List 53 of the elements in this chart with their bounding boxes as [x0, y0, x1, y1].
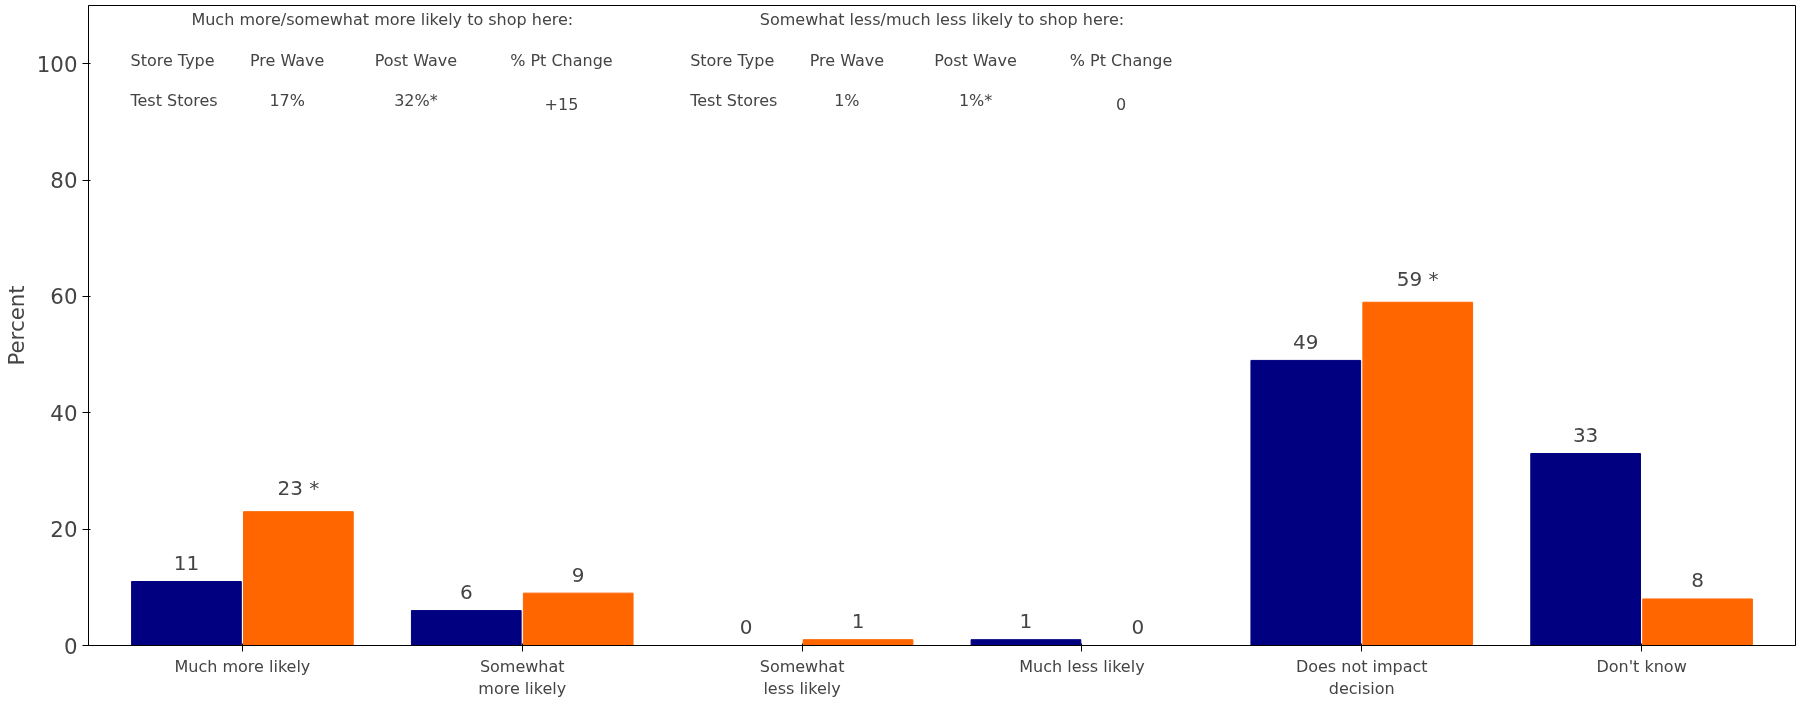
bar [410, 610, 522, 646]
bar [243, 511, 354, 646]
bar [970, 639, 1082, 646]
bar [1362, 301, 1474, 646]
data-label: 1 [1019, 609, 1033, 634]
annotation: 1% [834, 91, 860, 111]
annotation: Test Stores [689, 91, 778, 111]
data-label: 11 [173, 550, 200, 575]
y-tick-label: 100 [36, 51, 78, 77]
data-label: 33 [1572, 422, 1599, 447]
y-tick-label: 20 [50, 517, 78, 543]
annotation: Pre Wave [249, 50, 325, 70]
y-tick-label: 0 [63, 633, 78, 659]
annotation: Post Wave [374, 50, 458, 70]
annotation: 1%* [958, 91, 993, 111]
annotation: % Pt Change [510, 50, 613, 70]
bar [1642, 598, 1753, 646]
y-tick-label: 80 [50, 168, 78, 194]
annotation: Store Type [130, 50, 215, 70]
annotation: Post Wave [934, 50, 1017, 70]
bar [802, 639, 914, 646]
bar [522, 592, 634, 646]
annotation: Pre Wave [809, 50, 885, 70]
data-label: 6 [459, 579, 473, 604]
data-label: 0 [739, 614, 753, 639]
annotation: Test Stores [129, 91, 218, 111]
data-label: 0 [1131, 614, 1145, 639]
data-label: 1 [851, 609, 865, 634]
data-label: 23 * [277, 476, 320, 501]
annotation: 32%* [394, 91, 438, 111]
y-tick-label: 40 [50, 400, 78, 426]
x-tick-label: Somewhat less likely [759, 656, 845, 699]
data-label: 59 * [1396, 266, 1439, 291]
annotation: 17% [269, 91, 305, 111]
annotation: Somewhat less/much less likely to shop here: [759, 9, 1125, 29]
y-tick-label: 60 [50, 284, 78, 310]
annotation: +15 [544, 95, 579, 115]
x-tick-label: Don't know [1596, 656, 1687, 676]
data-label: 9 [571, 562, 585, 587]
x-tick-label: Somewhat more likely [478, 656, 567, 699]
data-label: 49 [1293, 329, 1319, 354]
bar [1250, 359, 1362, 646]
x-tick-label: Much more likely [174, 656, 311, 676]
x-tick-label: Much less likely [1019, 656, 1145, 676]
annotation: 0 [1116, 95, 1127, 115]
y-axis-title: Percent [3, 285, 29, 366]
annotation: % Pt Change [1069, 50, 1173, 70]
bar [131, 581, 242, 646]
annotation: Much more/somewhat more likely to shop here: [191, 9, 574, 29]
bar [1530, 453, 1641, 646]
data-label: 8 [1691, 568, 1704, 593]
annotation: Store Type [690, 50, 775, 70]
x-tick-label: Does not impact decision [1295, 656, 1428, 699]
